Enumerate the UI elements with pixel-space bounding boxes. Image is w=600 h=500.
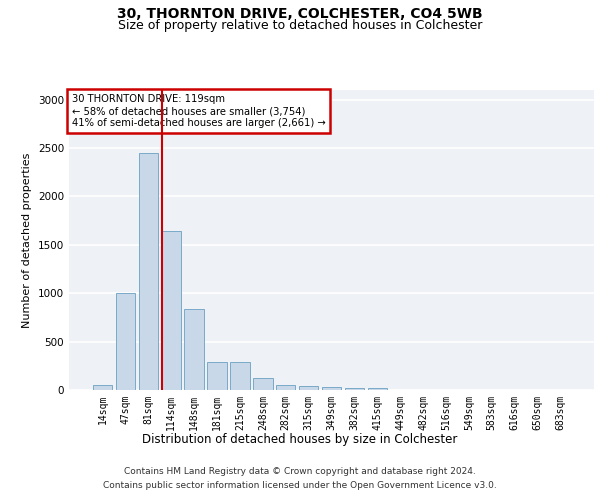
Bar <box>322 387 341 390</box>
Bar <box>116 293 135 390</box>
Text: 30 THORNTON DRIVE: 119sqm
← 58% of detached houses are smaller (3,754)
41% of se: 30 THORNTON DRIVE: 119sqm ← 58% of detac… <box>71 94 325 128</box>
Bar <box>93 384 112 390</box>
Bar <box>276 385 295 390</box>
Text: Size of property relative to detached houses in Colchester: Size of property relative to detached ho… <box>118 19 482 32</box>
Bar <box>253 378 272 390</box>
Bar <box>368 388 387 390</box>
Bar <box>161 232 181 390</box>
Bar <box>139 153 158 390</box>
Text: Contains HM Land Registry data © Crown copyright and database right 2024.: Contains HM Land Registry data © Crown c… <box>124 468 476 476</box>
Bar <box>230 362 250 390</box>
Y-axis label: Number of detached properties: Number of detached properties <box>22 152 32 328</box>
Bar <box>208 362 227 390</box>
Text: Contains public sector information licensed under the Open Government Licence v3: Contains public sector information licen… <box>103 481 497 490</box>
Bar <box>184 309 204 390</box>
Bar <box>299 386 319 390</box>
Text: 30, THORNTON DRIVE, COLCHESTER, CO4 5WB: 30, THORNTON DRIVE, COLCHESTER, CO4 5WB <box>117 8 483 22</box>
Text: Distribution of detached houses by size in Colchester: Distribution of detached houses by size … <box>142 432 458 446</box>
Bar <box>344 388 364 390</box>
